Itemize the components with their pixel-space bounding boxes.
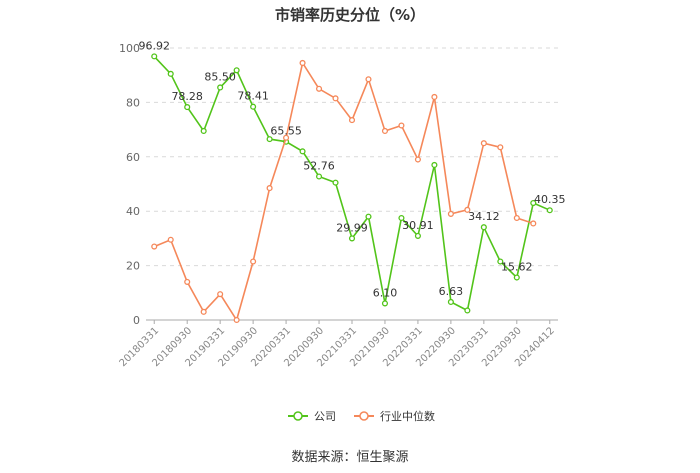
series-point-0 bbox=[299, 148, 306, 155]
series-point-1 bbox=[250, 258, 257, 265]
chart-title: 市销率历史分位（%） bbox=[274, 6, 426, 24]
series-point-1 bbox=[497, 144, 504, 151]
series-point-0 bbox=[217, 84, 224, 91]
legend: 公司 行业中位数 bbox=[288, 409, 435, 423]
data-label: 30.91 bbox=[402, 219, 434, 232]
series-point-0 bbox=[480, 224, 487, 231]
series-point-1 bbox=[447, 210, 454, 217]
series-point-0 bbox=[151, 53, 158, 60]
series-point-0 bbox=[414, 232, 421, 239]
series-point-1 bbox=[200, 308, 207, 315]
data-label: 78.28 bbox=[171, 90, 203, 103]
series-point-0 bbox=[513, 274, 520, 281]
source-note: 数据来源：恒生聚源 bbox=[291, 450, 409, 465]
series-point-1 bbox=[365, 76, 372, 83]
series-point-1 bbox=[480, 140, 487, 147]
data-label: 6.10 bbox=[373, 286, 398, 299]
series-point-0 bbox=[233, 67, 240, 74]
series-point-0 bbox=[184, 104, 191, 111]
series-point-0 bbox=[365, 213, 372, 220]
legend-label-0: 公司 bbox=[314, 410, 336, 423]
series-point-0 bbox=[464, 307, 471, 314]
series-point-0 bbox=[546, 207, 553, 214]
data-label: 40.35 bbox=[534, 193, 566, 206]
y-tick-label: 0 bbox=[133, 314, 140, 327]
series-lines bbox=[151, 53, 553, 324]
series-point-1 bbox=[167, 236, 174, 243]
series-point-1 bbox=[414, 156, 421, 163]
series-point-0 bbox=[167, 70, 174, 77]
series-point-0 bbox=[447, 298, 454, 306]
series-point-1 bbox=[233, 316, 240, 324]
series-point-0 bbox=[348, 235, 356, 242]
series-point-0 bbox=[497, 258, 504, 265]
series-point-1 bbox=[332, 95, 339, 102]
series-point-0 bbox=[431, 161, 438, 169]
y-tick-label: 100 bbox=[119, 42, 140, 55]
series-point-1 bbox=[217, 291, 224, 298]
series-point-1 bbox=[315, 85, 323, 92]
series-point-1 bbox=[431, 93, 438, 101]
series-point-1 bbox=[464, 206, 471, 213]
series-point-1 bbox=[348, 117, 356, 124]
series-point-0 bbox=[200, 127, 207, 135]
legend-marker-0 bbox=[293, 411, 303, 421]
series-point-1 bbox=[151, 243, 158, 250]
y-tick-label: 80 bbox=[126, 96, 140, 109]
data-label: 6.63 bbox=[439, 285, 464, 298]
data-label: 29.99 bbox=[336, 221, 368, 234]
data-label: 52.76 bbox=[303, 159, 335, 172]
series-point-1 bbox=[530, 220, 537, 227]
series-point-0 bbox=[332, 179, 339, 186]
y-tick-label: 40 bbox=[126, 205, 140, 218]
series-point-1 bbox=[381, 127, 389, 135]
series-point-0 bbox=[315, 173, 323, 180]
series-point-1 bbox=[266, 185, 273, 192]
series-point-0 bbox=[530, 199, 537, 207]
series-point-0 bbox=[266, 136, 273, 143]
series-point-1 bbox=[184, 278, 191, 285]
series-point-0 bbox=[250, 103, 257, 110]
data-label: 85.50 bbox=[204, 70, 236, 83]
data-label: 96.92 bbox=[138, 39, 170, 52]
data-label: 65.55 bbox=[270, 125, 302, 138]
legend-label-1: 行业中位数 bbox=[380, 409, 435, 423]
series-point-1 bbox=[283, 134, 290, 141]
series-point-1 bbox=[299, 59, 306, 67]
y-tick-label: 20 bbox=[126, 260, 140, 273]
legend-marker-1 bbox=[359, 411, 369, 421]
series-line-0 bbox=[153, 55, 551, 312]
data-label: 15.62 bbox=[501, 261, 533, 274]
series-point-0 bbox=[398, 214, 405, 222]
data-label: 78.41 bbox=[237, 90, 269, 103]
series-point-1 bbox=[398, 122, 405, 129]
y-tick-label: 60 bbox=[126, 151, 140, 164]
series-point-0 bbox=[381, 300, 389, 307]
series-point-1 bbox=[513, 214, 520, 222]
data-label: 34.12 bbox=[468, 210, 500, 223]
series-line-1 bbox=[153, 60, 534, 322]
